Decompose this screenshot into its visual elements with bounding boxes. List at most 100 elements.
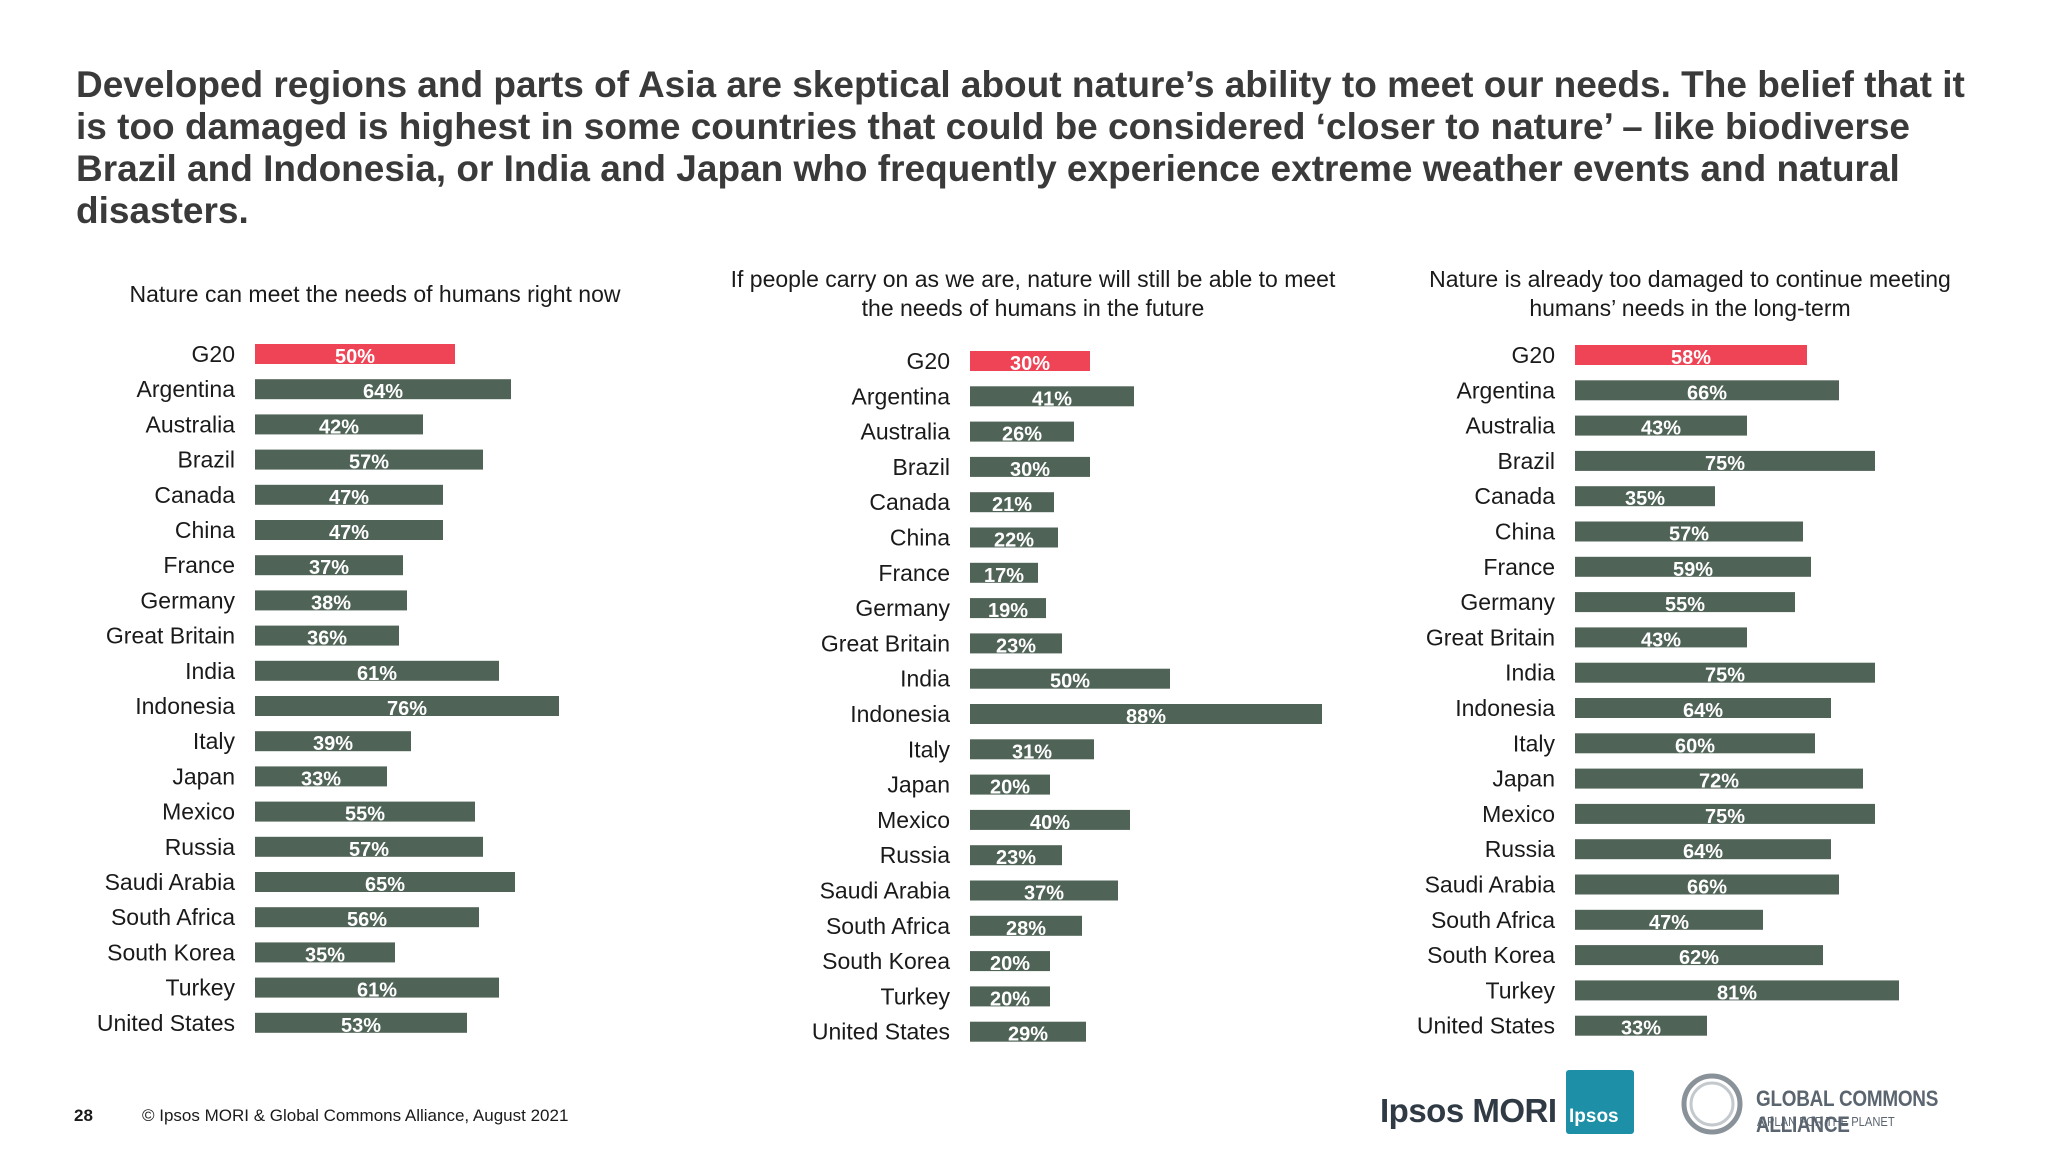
data-label: 40% bbox=[1030, 812, 1070, 834]
bar bbox=[1575, 415, 1747, 436]
bar bbox=[970, 774, 1050, 795]
category-label: Indonesia bbox=[135, 693, 235, 719]
bar bbox=[1575, 1015, 1707, 1036]
category-label: France bbox=[163, 552, 235, 578]
data-label: 50% bbox=[335, 346, 375, 368]
data-label: 23% bbox=[996, 635, 1036, 657]
data-label: 58% bbox=[1671, 347, 1711, 369]
category-label: Argentina bbox=[1457, 377, 1556, 403]
data-label: 57% bbox=[1669, 524, 1709, 546]
bar bbox=[255, 379, 511, 400]
bar bbox=[1575, 980, 1899, 1001]
category-label: Russia bbox=[880, 842, 951, 868]
category-label: South Africa bbox=[1431, 907, 1555, 933]
category-label: Brazil bbox=[177, 447, 235, 473]
bar bbox=[255, 344, 455, 364]
category-label: Indonesia bbox=[1455, 695, 1555, 721]
bar bbox=[1575, 874, 1839, 895]
data-label: 17% bbox=[984, 565, 1024, 587]
category-label: Australia bbox=[146, 411, 236, 437]
category-label: United States bbox=[812, 1019, 950, 1045]
chart-2-title: the needs of humans in the future bbox=[862, 295, 1205, 321]
data-label: 64% bbox=[1683, 841, 1723, 863]
bar bbox=[1575, 521, 1803, 542]
data-label: 33% bbox=[301, 768, 341, 790]
bar bbox=[1575, 909, 1763, 930]
bar bbox=[255, 836, 483, 857]
bar bbox=[1575, 733, 1815, 754]
data-label: 60% bbox=[1675, 735, 1715, 757]
data-label: 39% bbox=[313, 733, 353, 755]
bar bbox=[255, 696, 559, 716]
data-label: 75% bbox=[1705, 453, 1745, 475]
data-label: 61% bbox=[357, 980, 397, 1002]
data-label: 56% bbox=[347, 909, 387, 931]
category-label: Germany bbox=[140, 587, 235, 613]
data-label: 55% bbox=[1665, 594, 1705, 616]
category-label: Turkey bbox=[166, 975, 236, 1001]
gca-logo-tagline: A PLAN FOR THE PLANET bbox=[1757, 1114, 1895, 1129]
data-label: 41% bbox=[1032, 388, 1072, 410]
category-label: South Africa bbox=[826, 913, 950, 939]
ipsos-badge-logo bbox=[1566, 1070, 1634, 1134]
data-label: 29% bbox=[1008, 1024, 1048, 1046]
chart-3-title: Nature is already too damaged to continu… bbox=[1429, 266, 1951, 292]
category-label: Saudi Arabia bbox=[1425, 872, 1556, 898]
data-label: 30% bbox=[1010, 459, 1050, 481]
data-label: 35% bbox=[305, 944, 345, 966]
gca-ring-icon bbox=[1681, 1073, 1743, 1135]
bar bbox=[970, 809, 1130, 830]
bar bbox=[970, 845, 1062, 866]
chart-2: If people carry on as we are, nature wil… bbox=[731, 266, 1336, 1046]
data-label: 50% bbox=[1050, 671, 1090, 693]
data-label: 65% bbox=[365, 874, 405, 896]
category-label: Turkey bbox=[881, 983, 951, 1009]
data-label: 26% bbox=[1002, 424, 1042, 446]
data-label: 19% bbox=[988, 600, 1028, 622]
bar bbox=[255, 872, 515, 892]
bar bbox=[970, 668, 1170, 689]
bar bbox=[1575, 486, 1715, 507]
bar bbox=[1575, 945, 1823, 966]
category-label: South Africa bbox=[111, 904, 235, 930]
category-label: Turkey bbox=[1486, 977, 1556, 1003]
category-label: South Korea bbox=[822, 948, 950, 974]
category-label: Italy bbox=[193, 728, 236, 754]
bar bbox=[1575, 345, 1807, 365]
bar bbox=[1575, 380, 1839, 401]
category-label: Japan bbox=[1492, 766, 1555, 792]
bar bbox=[1575, 592, 1795, 613]
data-label: 57% bbox=[349, 839, 389, 861]
bar bbox=[1575, 450, 1875, 471]
category-label: Canada bbox=[869, 489, 950, 515]
data-label: 22% bbox=[994, 530, 1034, 552]
category-label: Germany bbox=[1460, 589, 1555, 615]
category-label: United States bbox=[1417, 1013, 1555, 1039]
category-label: Brazil bbox=[1497, 448, 1555, 474]
data-label: 28% bbox=[1006, 918, 1046, 940]
category-label: Japan bbox=[887, 772, 950, 798]
chart-3-title: humans’ needs in the long-term bbox=[1529, 295, 1850, 321]
data-label: 62% bbox=[1679, 947, 1719, 969]
category-label: G20 bbox=[907, 348, 950, 374]
category-label: France bbox=[878, 560, 950, 586]
category-label: Indonesia bbox=[850, 701, 950, 727]
data-label: 64% bbox=[363, 381, 403, 403]
bar bbox=[970, 951, 1050, 972]
gca-logo-name: GLOBAL COMMONS ALLIANCE bbox=[1756, 1086, 1939, 1137]
category-label: India bbox=[1505, 660, 1555, 686]
bar bbox=[255, 484, 443, 505]
category-label: China bbox=[175, 517, 235, 543]
data-label: 31% bbox=[1012, 741, 1052, 763]
bar bbox=[255, 414, 423, 435]
data-label: 38% bbox=[311, 592, 351, 614]
bar bbox=[1575, 839, 1831, 860]
data-label: 20% bbox=[990, 988, 1030, 1010]
data-label: 61% bbox=[357, 663, 397, 685]
data-label: 36% bbox=[307, 628, 347, 650]
data-label: 42% bbox=[319, 416, 359, 438]
bar bbox=[970, 704, 1322, 724]
bar bbox=[970, 421, 1074, 442]
data-label: 47% bbox=[329, 487, 369, 509]
bar bbox=[970, 633, 1062, 654]
